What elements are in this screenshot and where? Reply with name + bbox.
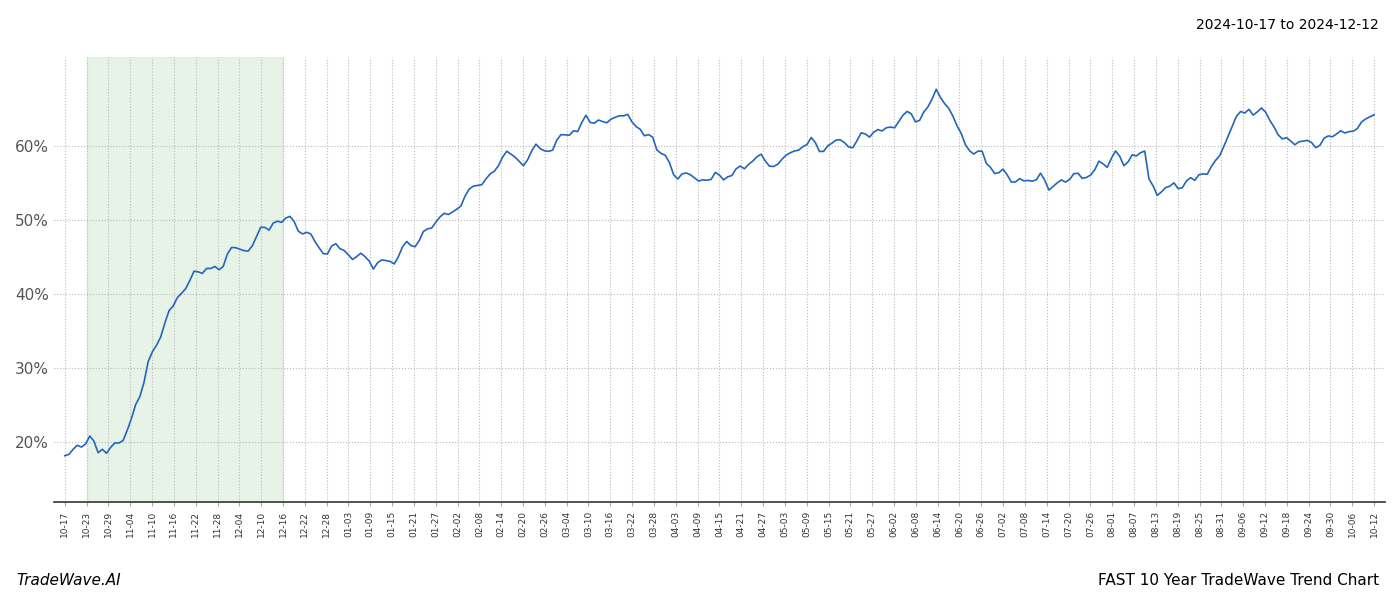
Bar [87,57,283,502]
Text: TradeWave.AI: TradeWave.AI [17,573,122,588]
Text: 2024-10-17 to 2024-12-12: 2024-10-17 to 2024-12-12 [1196,18,1379,32]
Text: FAST 10 Year TradeWave Trend Chart: FAST 10 Year TradeWave Trend Chart [1098,573,1379,588]
